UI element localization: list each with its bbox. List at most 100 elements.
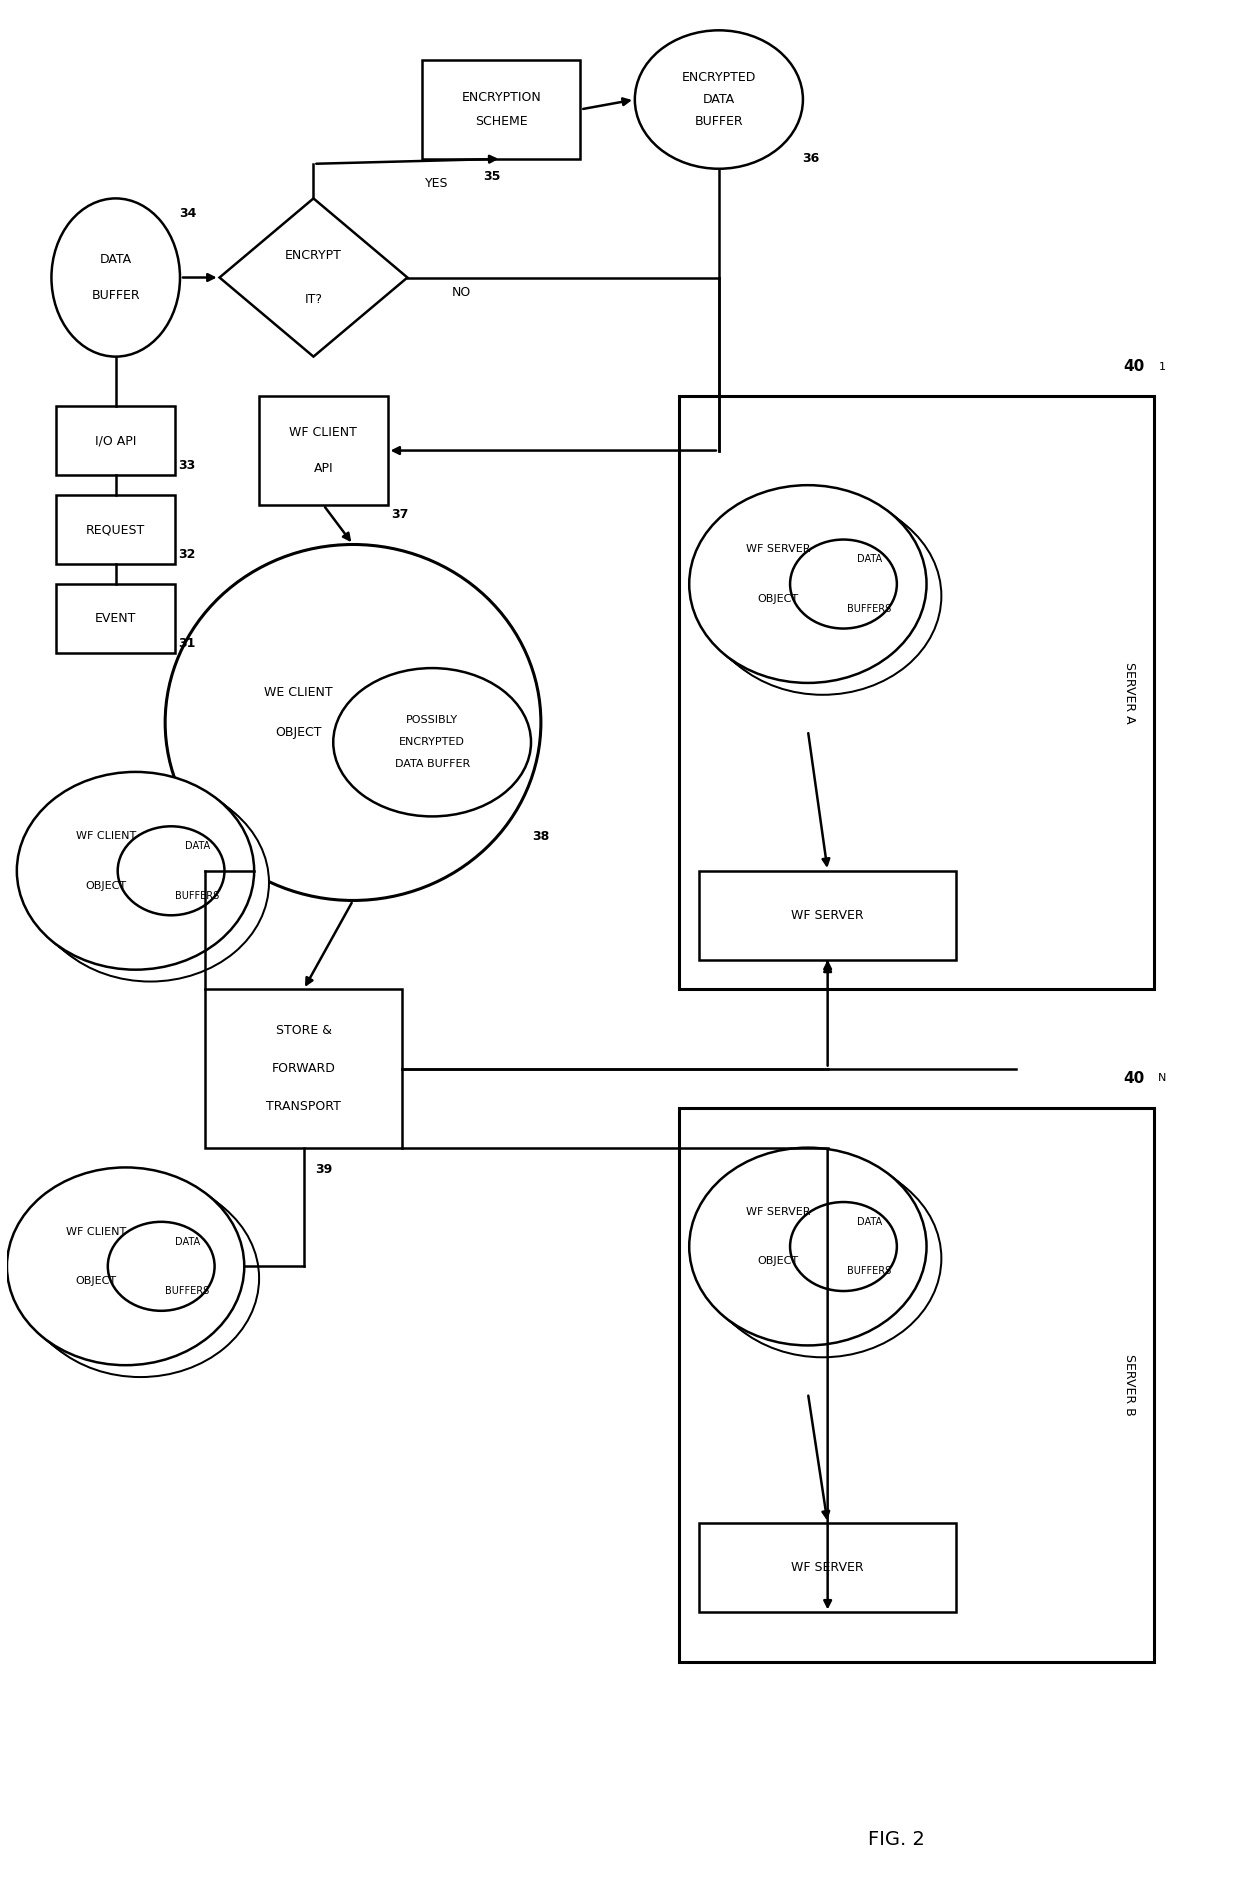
Text: 34: 34: [180, 207, 197, 220]
Text: 31: 31: [179, 636, 196, 649]
Ellipse shape: [19, 1176, 255, 1374]
Ellipse shape: [22, 1180, 259, 1378]
Text: FORWARD: FORWARD: [272, 1061, 336, 1075]
Text: WF SERVER: WF SERVER: [791, 1562, 864, 1575]
Text: WF SERVER: WF SERVER: [791, 909, 864, 922]
Text: DATA: DATA: [703, 92, 735, 105]
Bar: [680, 397, 1154, 990]
Ellipse shape: [701, 495, 937, 693]
Ellipse shape: [805, 551, 911, 640]
Text: SCHEME: SCHEME: [475, 115, 528, 128]
Ellipse shape: [51, 198, 180, 356]
Ellipse shape: [794, 542, 900, 632]
Text: ENCRYPT: ENCRYPT: [285, 248, 342, 262]
Ellipse shape: [165, 544, 541, 900]
Text: OBJECT: OBJECT: [758, 1257, 799, 1267]
Text: DATA: DATA: [99, 254, 131, 265]
Text: BUFFER: BUFFER: [694, 115, 743, 128]
Bar: [56, 583, 175, 653]
Text: 40: 40: [1123, 359, 1145, 375]
Polygon shape: [219, 198, 408, 356]
Ellipse shape: [797, 546, 904, 634]
Ellipse shape: [635, 30, 804, 169]
Ellipse shape: [119, 1231, 226, 1319]
Text: I/O API: I/O API: [95, 435, 136, 448]
Ellipse shape: [133, 837, 239, 928]
Text: NO: NO: [453, 286, 471, 299]
Text: WF SERVER: WF SERVER: [746, 544, 811, 555]
Ellipse shape: [7, 1167, 244, 1364]
Ellipse shape: [118, 826, 224, 915]
Text: DATA: DATA: [857, 1218, 882, 1227]
Ellipse shape: [794, 1204, 900, 1295]
Text: DATA BUFFER: DATA BUFFER: [394, 758, 470, 770]
Ellipse shape: [689, 1148, 926, 1346]
Text: ENCRYPTED: ENCRYPTED: [682, 72, 756, 85]
Ellipse shape: [790, 540, 897, 629]
Ellipse shape: [790, 1203, 897, 1291]
Ellipse shape: [801, 1210, 908, 1300]
Ellipse shape: [112, 1225, 218, 1314]
Ellipse shape: [17, 772, 254, 969]
Text: SERVER B: SERVER B: [1122, 1353, 1136, 1415]
Text: POSSIBLY: POSSIBLY: [405, 715, 459, 725]
Ellipse shape: [129, 836, 236, 924]
Ellipse shape: [797, 1208, 904, 1297]
Bar: [259, 397, 388, 504]
Text: EVENT: EVENT: [95, 612, 136, 625]
Text: BUFFER: BUFFER: [92, 288, 140, 301]
Ellipse shape: [108, 1221, 215, 1310]
Ellipse shape: [122, 830, 228, 918]
Ellipse shape: [115, 1227, 222, 1317]
Ellipse shape: [11, 1171, 248, 1368]
Text: BUFFERS: BUFFERS: [847, 604, 892, 614]
Text: N: N: [1158, 1073, 1166, 1084]
Text: OBJECT: OBJECT: [86, 881, 126, 890]
Text: WF SERVER: WF SERVER: [746, 1206, 811, 1218]
Ellipse shape: [123, 1235, 229, 1323]
Bar: [56, 495, 175, 565]
Text: ENCRYPTED: ENCRYPTED: [399, 738, 465, 747]
Text: DATA: DATA: [175, 1236, 200, 1246]
Ellipse shape: [15, 1172, 252, 1372]
Text: OBJECT: OBJECT: [758, 595, 799, 604]
Text: DATA: DATA: [185, 841, 210, 851]
Text: ENCRYPTION: ENCRYPTION: [461, 90, 541, 104]
Ellipse shape: [805, 1214, 911, 1302]
Bar: [699, 871, 956, 960]
Ellipse shape: [32, 783, 269, 982]
Text: FIG. 2: FIG. 2: [868, 1831, 925, 1850]
Text: YES: YES: [425, 177, 449, 190]
Text: TRANSPORT: TRANSPORT: [267, 1099, 341, 1112]
Text: 1: 1: [1158, 361, 1166, 371]
Text: 39: 39: [315, 1163, 332, 1176]
Text: 33: 33: [179, 459, 196, 472]
Ellipse shape: [25, 777, 262, 975]
Ellipse shape: [334, 668, 531, 817]
Ellipse shape: [697, 491, 934, 689]
Text: DATA: DATA: [857, 555, 882, 565]
Text: WF CLIENT: WF CLIENT: [289, 425, 357, 439]
Bar: [56, 407, 175, 476]
Text: WF CLIENT: WF CLIENT: [66, 1227, 126, 1236]
Text: OBJECT: OBJECT: [76, 1276, 117, 1285]
Text: 35: 35: [482, 169, 500, 183]
Text: IT?: IT?: [305, 294, 322, 305]
Ellipse shape: [21, 775, 258, 973]
Text: OBJECT: OBJECT: [275, 726, 322, 740]
Ellipse shape: [704, 1159, 941, 1357]
Bar: [680, 1108, 1154, 1662]
Bar: [699, 1523, 956, 1613]
Text: 32: 32: [179, 548, 196, 561]
Ellipse shape: [693, 487, 930, 685]
Ellipse shape: [693, 1150, 930, 1348]
Ellipse shape: [697, 1154, 934, 1351]
Text: 36: 36: [802, 152, 820, 166]
Text: BUFFERS: BUFFERS: [847, 1267, 892, 1276]
Ellipse shape: [801, 548, 908, 638]
Text: BUFFERS: BUFFERS: [175, 890, 219, 900]
Ellipse shape: [125, 832, 232, 920]
Text: BUFFERS: BUFFERS: [165, 1285, 210, 1297]
Ellipse shape: [701, 1157, 937, 1355]
Bar: [423, 60, 580, 158]
